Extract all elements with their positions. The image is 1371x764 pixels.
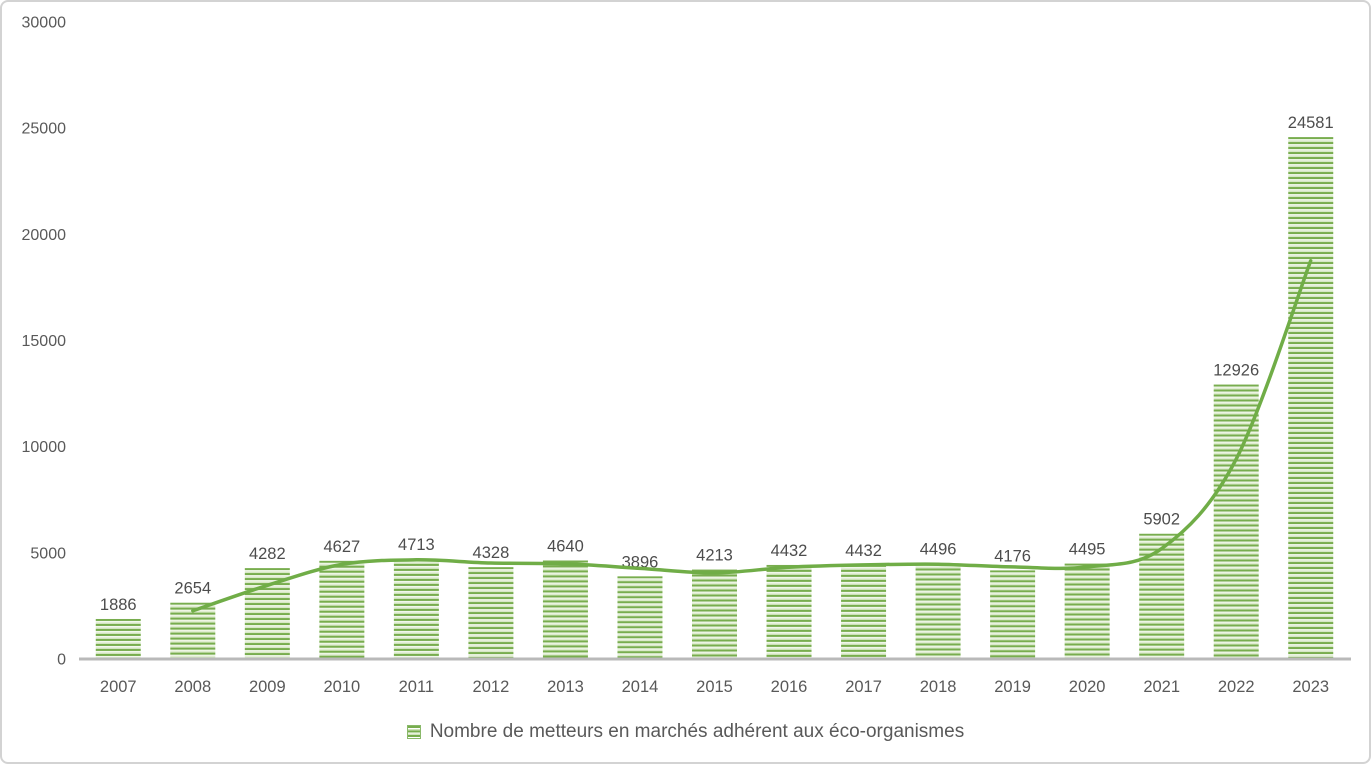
x-axis-tick-label: 2008: [174, 678, 211, 696]
bar-value-label: 4213: [696, 547, 733, 565]
legend: Nombre de metteurs en marchés adhérent a…: [2, 721, 1369, 743]
bar-value-label: 4713: [398, 536, 435, 554]
bar-value-label: 4627: [323, 538, 360, 556]
y-axis-tick-label: 15000: [22, 333, 67, 350]
x-axis-tick-label: 2009: [249, 678, 286, 696]
bar-2011: [393, 558, 439, 659]
bar-value-label: 24581: [1288, 114, 1334, 132]
trendline: [191, 259, 1313, 613]
x-axis-tick-label: 2011: [399, 678, 434, 696]
x-axis-tick-label: 2023: [1292, 678, 1329, 696]
y-axis-tick-label: 25000: [22, 121, 67, 138]
bar-value-label: 4282: [249, 545, 286, 563]
x-axis-tick-label: 2013: [547, 678, 584, 696]
x-axis-tick-label: 2020: [1069, 678, 1106, 696]
bar-2010: [319, 560, 365, 659]
x-axis-tick-label: 2022: [1218, 678, 1255, 696]
bar-2009: [244, 568, 290, 659]
x-axis-tick-label: 2014: [622, 678, 659, 696]
x-axis-tick-label: 2012: [473, 678, 510, 696]
bar-value-label: 1886: [100, 596, 137, 614]
bar-2018: [915, 563, 961, 659]
x-axis-tick-label: 2017: [845, 678, 882, 696]
x-axis-tick-label: 2015: [696, 678, 733, 696]
x-axis-tick-label: 2010: [323, 678, 360, 696]
bar-2021: [1139, 533, 1185, 659]
bar-2019: [990, 570, 1036, 659]
bar-2023: [1288, 137, 1334, 660]
bar-value-label: 5902: [1143, 511, 1180, 529]
x-axis-tick-label: 2019: [994, 678, 1031, 696]
bar-2016: [766, 564, 812, 659]
x-axis-tick-label: 2007: [100, 678, 137, 696]
bar-2012: [468, 567, 514, 659]
bar-value-label: 4176: [994, 547, 1031, 565]
bar-value-label: 4432: [845, 542, 882, 560]
x-axis-tick-label: 2018: [920, 678, 957, 696]
x-axis-tick-label: 2021: [1143, 678, 1180, 696]
bar-value-label: 4495: [1069, 541, 1106, 559]
bar-2013: [542, 560, 588, 659]
bar-2007: [95, 618, 141, 659]
y-axis-tick-label: 30000: [22, 15, 67, 32]
bar-value-label: 4328: [473, 544, 510, 562]
y-axis-tick-label: 0: [57, 652, 66, 669]
bar-value-label: 4640: [547, 537, 584, 555]
bar-2017: [841, 564, 887, 659]
y-axis-tick-label: 20000: [22, 227, 67, 244]
legend-label: Nombre de metteurs en marchés adhérent a…: [429, 721, 965, 742]
bar-value-label: 4496: [920, 541, 957, 559]
x-axis-tick-label: 2016: [771, 678, 808, 696]
bar-2020: [1064, 563, 1110, 659]
bar-value-label: 12926: [1213, 362, 1259, 380]
y-axis-tick-label: 10000: [22, 439, 67, 456]
bar-value-label: 2654: [174, 580, 211, 598]
bar-value-label: 4432: [771, 542, 808, 560]
legend-swatch-striped-square-icon: [406, 725, 421, 739]
bar-2015: [692, 569, 737, 659]
bar-2014: [617, 576, 663, 659]
y-axis-tick-label: 5000: [30, 545, 66, 562]
